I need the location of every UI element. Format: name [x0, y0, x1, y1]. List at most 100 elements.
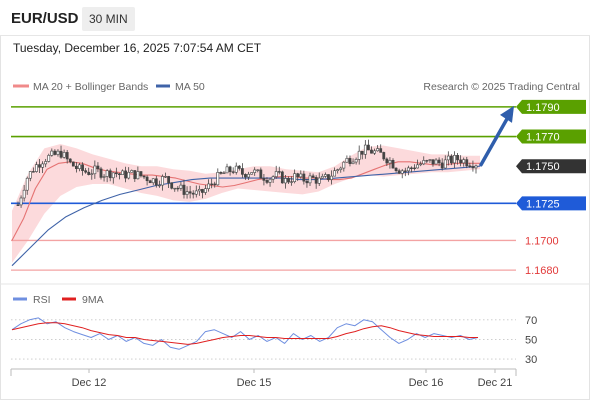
- candle-body: [354, 159, 358, 163]
- candle-body: [182, 184, 186, 195]
- candle-body: [124, 170, 127, 179]
- candle-body: [237, 165, 241, 169]
- rsi-tick-50: 50: [525, 334, 537, 346]
- level-tag-1.1725: [516, 196, 586, 211]
- candle-body: [240, 168, 244, 175]
- candle-body: [336, 169, 340, 172]
- candle-body: [127, 171, 131, 179]
- level-label-1.1700: 1.1700: [525, 235, 559, 247]
- candlesticks: [16, 139, 478, 208]
- x-tick-label: Dec 16: [409, 377, 444, 389]
- candle-body: [157, 184, 161, 187]
- source-credit: Research © 2025 Trading Central: [423, 81, 580, 93]
- candle-body: [22, 189, 26, 199]
- candle-body: [38, 164, 41, 168]
- candle-body: [320, 176, 324, 179]
- candle-body: [136, 171, 140, 180]
- candle-body: [373, 150, 376, 154]
- candle-body: [111, 172, 115, 179]
- candle-body: [425, 160, 429, 162]
- ma20-legend-label: MA 20 + Bollinger Bands: [33, 81, 148, 93]
- ma9-legend-label: 9MA: [82, 294, 104, 306]
- candle-body: [41, 163, 44, 168]
- candle-body: [210, 183, 214, 186]
- candle-body: [176, 187, 180, 190]
- candle-body: [179, 184, 183, 189]
- candle-body: [78, 164, 81, 169]
- candle-body: [204, 188, 207, 193]
- candle-body: [185, 191, 189, 195]
- candle-body: [397, 170, 401, 174]
- candle-body: [244, 174, 247, 178]
- candle-body: [403, 170, 407, 172]
- candle-body: [400, 170, 404, 174]
- candle-body: [247, 173, 250, 178]
- candle-body: [379, 148, 383, 153]
- candle-body: [188, 191, 192, 194]
- candle-body: [173, 187, 177, 190]
- candle-body: [284, 178, 287, 184]
- symbol-title: EUR/USD: [11, 10, 79, 27]
- candle-body: [277, 171, 281, 173]
- x-tick-label: Dec 21: [478, 377, 513, 389]
- candle-body: [121, 170, 124, 175]
- candle-body: [25, 177, 29, 191]
- candle-body: [416, 164, 419, 169]
- rsi-grid: 70 50 30: [11, 315, 537, 366]
- candle-body: [363, 144, 367, 155]
- x-axis-ticks: Dec 12 Dec 15 Dec 16 Dec 21: [72, 369, 513, 389]
- level-label-1.1680: 1.1680: [525, 265, 559, 277]
- candle-body: [446, 155, 450, 161]
- candle-body: [142, 175, 146, 178]
- candle-body: [345, 158, 349, 163]
- candle-body: [305, 180, 309, 184]
- candle-body: [333, 170, 337, 177]
- candle-body: [164, 176, 167, 178]
- timestamp: Tuesday, December 16, 2025 7:07:54 AM CE…: [13, 41, 262, 55]
- candle-body: [253, 169, 257, 173]
- current-price-label: 1.1750: [526, 161, 560, 173]
- candle-body: [62, 152, 66, 158]
- candle-body: [394, 167, 398, 171]
- candle-body: [299, 173, 303, 178]
- candle-body: [197, 189, 201, 192]
- candle-body: [59, 150, 63, 158]
- candle-body: [437, 159, 441, 164]
- candle-body: [280, 171, 284, 184]
- candle-body: [19, 197, 23, 206]
- rsi-legend-label: RSI: [33, 294, 51, 306]
- candle-body: [360, 150, 364, 155]
- candle-body: [376, 148, 380, 152]
- candle-body: [468, 165, 472, 167]
- candle-body: [118, 173, 121, 175]
- candle-body: [348, 158, 352, 164]
- chart-header: EUR/USD 30 MIN: [0, 0, 590, 36]
- x-tick-label: Dec 15: [237, 377, 272, 389]
- forecast-arrow-head: [500, 105, 514, 123]
- level-label-1.1770: 1.1770: [526, 132, 560, 144]
- candle-body: [31, 171, 35, 173]
- timeframe-badge[interactable]: 30 MIN: [82, 7, 135, 31]
- candle-body: [68, 158, 72, 163]
- candle-body: [323, 174, 327, 177]
- level-label-1.1790: 1.1790: [526, 102, 560, 114]
- candle-body: [96, 165, 100, 170]
- candle-body: [161, 176, 164, 186]
- candle-body: [47, 155, 51, 162]
- candle-body: [133, 170, 137, 180]
- candle-body: [35, 164, 38, 172]
- candle-body: [139, 171, 143, 177]
- candle-body: [296, 173, 300, 178]
- candle-body: [268, 178, 272, 183]
- candle-body: [99, 168, 103, 178]
- candle-body: [357, 150, 361, 160]
- forecast-arrow-shaft: [479, 117, 509, 167]
- candle-body: [231, 171, 235, 173]
- candle-body: [317, 177, 321, 184]
- candle-body: [290, 181, 293, 183]
- candle-body: [250, 172, 254, 175]
- candle-body: [265, 180, 269, 183]
- candle-body: [330, 175, 333, 180]
- candle-body: [413, 167, 416, 170]
- rsi-tick-70: 70: [525, 315, 537, 327]
